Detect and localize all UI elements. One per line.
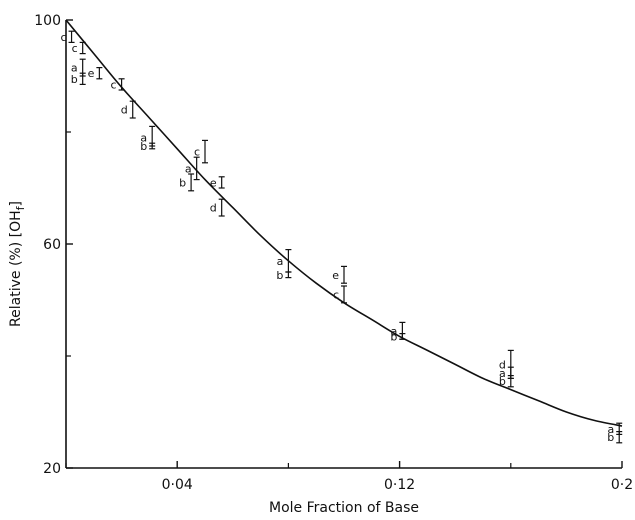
point-label: a <box>391 325 398 338</box>
data-point: b <box>607 431 623 444</box>
x-tick-label: 0·2 <box>611 477 633 493</box>
point-label: e <box>332 269 339 282</box>
point-label: e <box>88 67 95 80</box>
data-point: c <box>72 41 86 55</box>
data-point: a <box>185 156 200 181</box>
point-label: a <box>499 367 506 380</box>
point-label: a <box>140 132 147 145</box>
point-label: c <box>194 146 200 159</box>
x-axis-title: Mole Fraction of Base <box>269 500 419 516</box>
y-tick-label: 60 <box>43 237 61 253</box>
point-label: d <box>499 358 506 371</box>
point-label: c <box>111 78 117 91</box>
point-label: b <box>607 431 614 444</box>
data-point: d <box>121 100 136 119</box>
data-point: b <box>71 72 86 86</box>
ticks: 0·04 0·12 0·2 20 60 100 <box>34 13 633 493</box>
data-point: b <box>499 375 514 388</box>
data-point: b <box>276 269 292 282</box>
x-tick-label: 0·04 <box>162 477 193 493</box>
data-point: d <box>210 198 225 217</box>
point-label: b <box>140 140 147 153</box>
data-point: c <box>194 139 208 164</box>
data-point: c <box>111 78 125 91</box>
point-label: a <box>607 423 614 436</box>
point-label: b <box>390 330 397 343</box>
y-axis-title-close: ] <box>8 201 24 206</box>
data-point: b <box>179 173 195 192</box>
y-tick-label: 20 <box>43 461 61 477</box>
data-point: e <box>332 265 347 284</box>
data-point: b <box>140 140 156 153</box>
y-axis-title-main: Relative (%) [OH <box>8 210 24 327</box>
point-label: b <box>499 375 506 388</box>
point-label: c <box>72 42 78 55</box>
data-point: c <box>60 30 75 44</box>
point-label: c <box>333 288 339 301</box>
point-label: a <box>185 162 192 175</box>
curve-layer <box>65 19 623 427</box>
point-label: a <box>277 255 284 268</box>
data-point: e <box>210 176 225 189</box>
point-label: c <box>60 31 66 44</box>
point-label: d <box>121 104 128 117</box>
data-point: b <box>390 330 406 343</box>
point-label: e <box>210 176 217 189</box>
point-label: b <box>276 269 283 282</box>
point-label: d <box>210 202 217 215</box>
y-tick-label: 100 <box>34 13 61 29</box>
point-label: b <box>179 176 186 189</box>
fit-curve <box>65 19 623 427</box>
point-label: b <box>71 73 78 86</box>
data-point: e <box>88 66 103 80</box>
y-axis-title: Relative (%) [OHf] <box>8 201 27 327</box>
y-axis-title-subscript: f <box>14 205 27 210</box>
point-label: a <box>71 62 78 75</box>
data-point: c <box>333 285 347 304</box>
x-tick-label: 0·12 <box>384 477 415 493</box>
